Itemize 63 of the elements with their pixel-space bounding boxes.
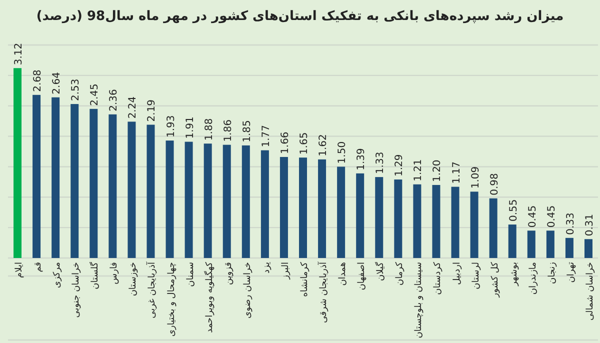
data-label: 1.66 (280, 132, 291, 154)
data-label: 2.24 (128, 96, 139, 119)
data-label: 1.88 (204, 118, 215, 141)
x-tick-label: اصفهان (357, 262, 368, 290)
data-label: 0.45 (546, 205, 558, 228)
data-label: 0.33 (565, 212, 576, 235)
x-tick-label: خراسان شمالی (585, 262, 596, 321)
x-tick-label: فارس (110, 262, 120, 284)
title: میزان رشد سپرده‌های بانکی به تفکیک استان‌های کشور در مهر ماه سال98 (درصد) (36, 9, 564, 24)
data-label: 1.85 (242, 120, 253, 142)
x-tick-label: قم (34, 262, 44, 272)
x-tick-label: گیلان (374, 261, 386, 281)
data-label: 0.31 (584, 214, 596, 236)
data-label: 1.29 (394, 154, 406, 176)
data-label: 1.93 (166, 115, 177, 138)
data-label: 1.20 (432, 160, 444, 182)
data-label: 1.39 (356, 148, 368, 170)
data-label: 2.19 (146, 99, 158, 122)
x-tick-label: آذربایجان غربی (146, 262, 158, 318)
x-tick-label: سیستان و بلوچستان (414, 262, 424, 338)
data-label: 0.45 (527, 205, 538, 228)
x-tick-label: ایلام (14, 262, 25, 278)
data-label: 2.64 (52, 72, 63, 94)
x-tick-label: سمنان (186, 262, 196, 287)
x-tick-label: کرمان (395, 261, 406, 286)
data-label: 1.09 (470, 166, 482, 189)
data-label: 1.33 (375, 152, 386, 174)
data-label: 3.12 (14, 42, 25, 66)
data-label: 2.45 (90, 84, 101, 106)
data-label: 2.53 (70, 78, 82, 102)
x-tick-label: کرمانشاه (300, 261, 310, 297)
data-label: 0.98 (489, 173, 500, 196)
x-tick-label: مازندران (528, 262, 538, 295)
data-label: 1.17 (451, 162, 462, 184)
data-label: 1.62 (318, 134, 330, 156)
data-label: 2.68 (32, 70, 44, 92)
x-tick-label: لرستان (471, 262, 482, 290)
x-tick-label: قزوین (224, 262, 234, 285)
x-tick-label: گلستان (88, 261, 101, 290)
data-label: 1.65 (299, 132, 310, 155)
x-tick-label: کهگیلویه وبویراحمد (202, 261, 215, 333)
x-tick-label: زنجان (547, 262, 558, 284)
x-tick-label: مرکزی (52, 262, 63, 288)
x-tick-label: بوشهر (509, 262, 520, 287)
data-label: 1.91 (184, 116, 196, 139)
x-tick-label: خوزستان (128, 262, 139, 296)
data-label: 0.55 (508, 199, 520, 222)
data-label: 1.21 (413, 159, 424, 182)
data-label: 1.86 (222, 120, 234, 142)
x-tick-label: کردستان (433, 261, 444, 295)
x-tick-label: کل کشور (490, 261, 500, 298)
x-tick-label: آذربایجان شرقی (317, 262, 330, 323)
data-label: 2.36 (108, 89, 120, 112)
x-tick-label: البرز (280, 262, 291, 280)
x-tick-label: همدان (338, 262, 348, 286)
x-tick-label: خراسان جنوبی (72, 262, 82, 318)
x-tick-label: خراسان رضوی (242, 262, 253, 318)
data-label: 1.77 (260, 125, 272, 148)
x-tick-label: یزد (262, 262, 272, 274)
x-tick-label: تهران (566, 262, 576, 283)
data-label: 1.50 (337, 141, 348, 164)
x-tick-label: چهارمحال و بختیاری (166, 262, 177, 337)
x-tick-label: اردبیل (452, 262, 462, 285)
